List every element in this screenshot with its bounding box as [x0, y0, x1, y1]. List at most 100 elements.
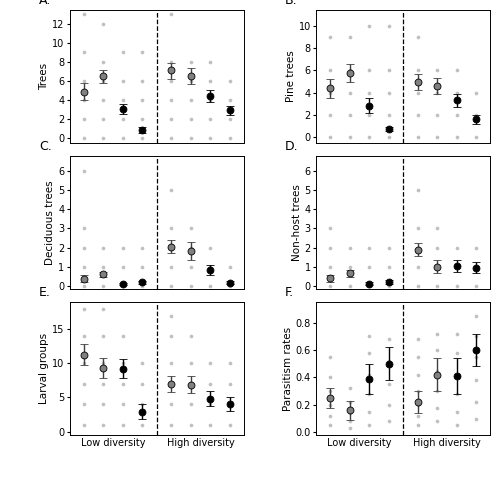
- Point: [453, 422, 461, 429]
- Point: [99, 115, 107, 122]
- Point: [326, 225, 334, 232]
- Point: [80, 263, 88, 271]
- Point: [138, 282, 146, 290]
- Point: [434, 133, 442, 141]
- Point: [346, 398, 354, 406]
- Point: [365, 422, 373, 429]
- Point: [99, 20, 107, 28]
- Point: [365, 333, 373, 340]
- Point: [346, 33, 354, 41]
- Point: [384, 357, 392, 365]
- Point: [326, 133, 334, 141]
- Point: [414, 111, 422, 119]
- Point: [365, 22, 373, 30]
- Point: [118, 96, 126, 104]
- Point: [168, 244, 175, 251]
- Point: [99, 134, 107, 141]
- Point: [434, 330, 442, 337]
- Point: [206, 359, 214, 367]
- Point: [434, 367, 442, 374]
- Point: [187, 401, 195, 408]
- Point: [472, 282, 480, 290]
- Point: [365, 133, 373, 141]
- Point: [168, 225, 175, 232]
- Point: [80, 282, 88, 290]
- Point: [168, 77, 175, 85]
- Point: [472, 398, 480, 406]
- Text: A.: A.: [39, 0, 51, 7]
- Point: [138, 134, 146, 141]
- Point: [346, 409, 354, 417]
- Point: [80, 225, 88, 232]
- Point: [434, 282, 442, 290]
- Point: [168, 312, 175, 319]
- Point: [326, 244, 334, 251]
- Point: [118, 48, 126, 56]
- Point: [206, 421, 214, 429]
- Point: [80, 332, 88, 340]
- Point: [168, 282, 175, 290]
- Point: [187, 421, 195, 429]
- Point: [384, 263, 392, 271]
- Point: [187, 332, 195, 340]
- Point: [80, 48, 88, 56]
- Point: [346, 89, 354, 97]
- Point: [326, 282, 334, 290]
- Point: [168, 401, 175, 408]
- Point: [168, 421, 175, 429]
- Point: [453, 66, 461, 74]
- Point: [472, 376, 480, 384]
- Point: [384, 417, 392, 425]
- Point: [118, 332, 126, 340]
- Point: [414, 244, 422, 251]
- Point: [118, 77, 126, 85]
- Point: [384, 133, 392, 141]
- Point: [226, 134, 234, 141]
- Point: [346, 133, 354, 141]
- Point: [365, 408, 373, 415]
- Point: [414, 335, 422, 343]
- Point: [187, 244, 195, 251]
- Point: [99, 263, 107, 271]
- Point: [326, 89, 334, 97]
- Point: [206, 282, 214, 290]
- Point: [453, 244, 461, 251]
- Point: [206, 401, 214, 408]
- Point: [414, 33, 422, 41]
- Point: [384, 380, 392, 388]
- Point: [118, 401, 126, 408]
- Point: [384, 282, 392, 290]
- Point: [346, 417, 354, 425]
- Point: [99, 421, 107, 429]
- Point: [365, 371, 373, 379]
- Point: [384, 89, 392, 97]
- Point: [99, 401, 107, 408]
- Point: [414, 89, 422, 97]
- Point: [365, 244, 373, 251]
- Point: [326, 401, 334, 409]
- Point: [206, 263, 214, 271]
- Point: [80, 96, 88, 104]
- Y-axis label: Deciduous trees: Deciduous trees: [46, 180, 56, 265]
- Point: [168, 359, 175, 367]
- Point: [138, 96, 146, 104]
- Point: [346, 111, 354, 119]
- Point: [472, 263, 480, 271]
- Point: [326, 353, 334, 361]
- Point: [226, 421, 234, 429]
- Point: [206, 96, 214, 104]
- Point: [187, 134, 195, 141]
- Point: [365, 349, 373, 357]
- Point: [168, 380, 175, 388]
- Point: [187, 115, 195, 122]
- Point: [434, 111, 442, 119]
- Point: [365, 390, 373, 398]
- Point: [326, 263, 334, 271]
- Point: [414, 282, 422, 290]
- Point: [168, 263, 175, 271]
- Point: [168, 11, 175, 18]
- Point: [365, 111, 373, 119]
- Y-axis label: Non-host trees: Non-host trees: [292, 184, 302, 261]
- Point: [453, 133, 461, 141]
- Text: C.: C.: [39, 140, 52, 153]
